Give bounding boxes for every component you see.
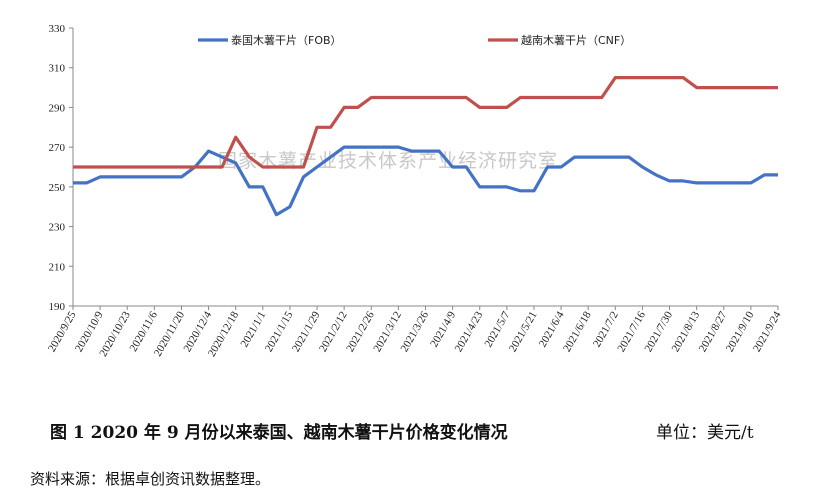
y-tick-label: 250	[49, 182, 66, 194]
price-line-chart: 190 210 230 250 270 290 310 330 2020/9/252020/1…	[46, 23, 784, 359]
x-tick-label: 2021/4/9	[428, 309, 458, 349]
series-line-vietnam	[73, 75, 778, 169]
unit-label: 单位：美元/t	[656, 423, 754, 443]
chart-legend: 泰国木薯干片（FOB） 越南木薯干片（CNF）	[198, 33, 631, 47]
series-line-thailand	[73, 145, 778, 217]
legend-label-thailand: 泰国木薯干片（FOB）	[231, 33, 342, 47]
x-tick-label: 2021/1/1	[238, 310, 268, 350]
data-source-note: 资料来源：根据卓创资讯数据整理。	[30, 470, 271, 488]
x-axis-ticks: 2020/9/252020/10/92020/10/232020/11/6202…	[46, 306, 784, 359]
series-lines	[73, 75, 778, 217]
y-tick-label: 310	[49, 63, 66, 75]
y-tick-label: 290	[49, 102, 66, 114]
y-tick-label: 190	[49, 301, 66, 313]
y-axis-ticks: 190 210 230 250 270 290 310 330	[49, 23, 73, 313]
x-tick-label: 2021/6/4	[537, 309, 567, 349]
legend-label-vietnam: 越南木薯干片（CNF）	[521, 33, 631, 47]
y-tick-label: 230	[49, 222, 66, 234]
figure-caption: 图 1 2020 年 9 月份以来泰国、越南木薯干片价格变化情况	[50, 423, 508, 443]
x-tick-label: 2021/5/7	[482, 309, 512, 349]
y-tick-label: 210	[49, 261, 66, 273]
y-tick-label: 330	[49, 23, 66, 35]
x-tick-label: 2021/7/2	[591, 310, 621, 350]
y-tick-label: 270	[49, 142, 66, 154]
watermark-text: 国家木薯产业技术体系产业经济研究室	[218, 150, 558, 172]
